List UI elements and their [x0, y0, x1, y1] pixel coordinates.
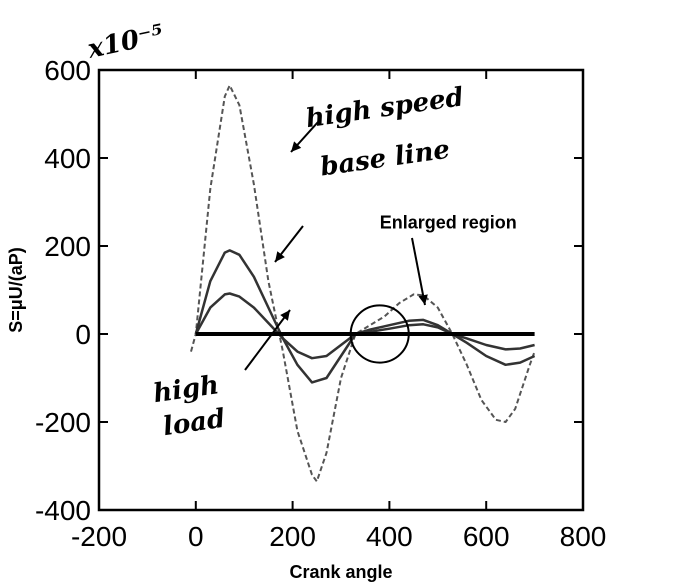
y-tick-label: -400: [35, 495, 91, 526]
x-tick-label: 800: [560, 521, 607, 552]
annotation-4: high: [151, 370, 220, 409]
series-1-line: [190, 84, 536, 483]
y-axis-label: S=μU/(aP): [6, 247, 26, 333]
y-tick-label: 400: [44, 143, 91, 174]
x-tick-label: 400: [366, 521, 413, 552]
axes: [97, 68, 585, 512]
enlarged-region-arrow: [411, 237, 428, 306]
x-tick-label: 0: [188, 521, 204, 552]
axes-frame: [97, 68, 585, 512]
x-tick-label: 600: [463, 521, 510, 552]
series-2-line: [194, 249, 536, 384]
x-axis-label: Crank angle: [289, 562, 392, 582]
y-tick-label: 600: [44, 55, 91, 86]
scale-note: x10⁻⁵: [84, 20, 166, 66]
y-tick-label: 0: [75, 319, 91, 350]
y-tick-label: 200: [44, 231, 91, 262]
y-tick-label: -200: [35, 407, 91, 438]
high-load-arrow: [244, 309, 291, 371]
annotation-3: Enlarged region: [380, 212, 517, 232]
series-3-line: [194, 292, 535, 360]
annotation-1: high speed: [304, 82, 466, 134]
x-tick-label: 200: [269, 521, 316, 552]
enlarged-region-circle: [349, 304, 410, 364]
labels: -200 0 200 400 600 800-400-2000200400600Crank…: [6, 20, 606, 582]
high-speed-arrow: [290, 121, 319, 153]
annotation-5: load: [161, 404, 227, 442]
x-tick-label: -200: [71, 521, 127, 552]
plot-area: [190, 84, 536, 483]
annotation-2: base line: [318, 135, 451, 183]
base-line-arrow: [274, 225, 304, 263]
